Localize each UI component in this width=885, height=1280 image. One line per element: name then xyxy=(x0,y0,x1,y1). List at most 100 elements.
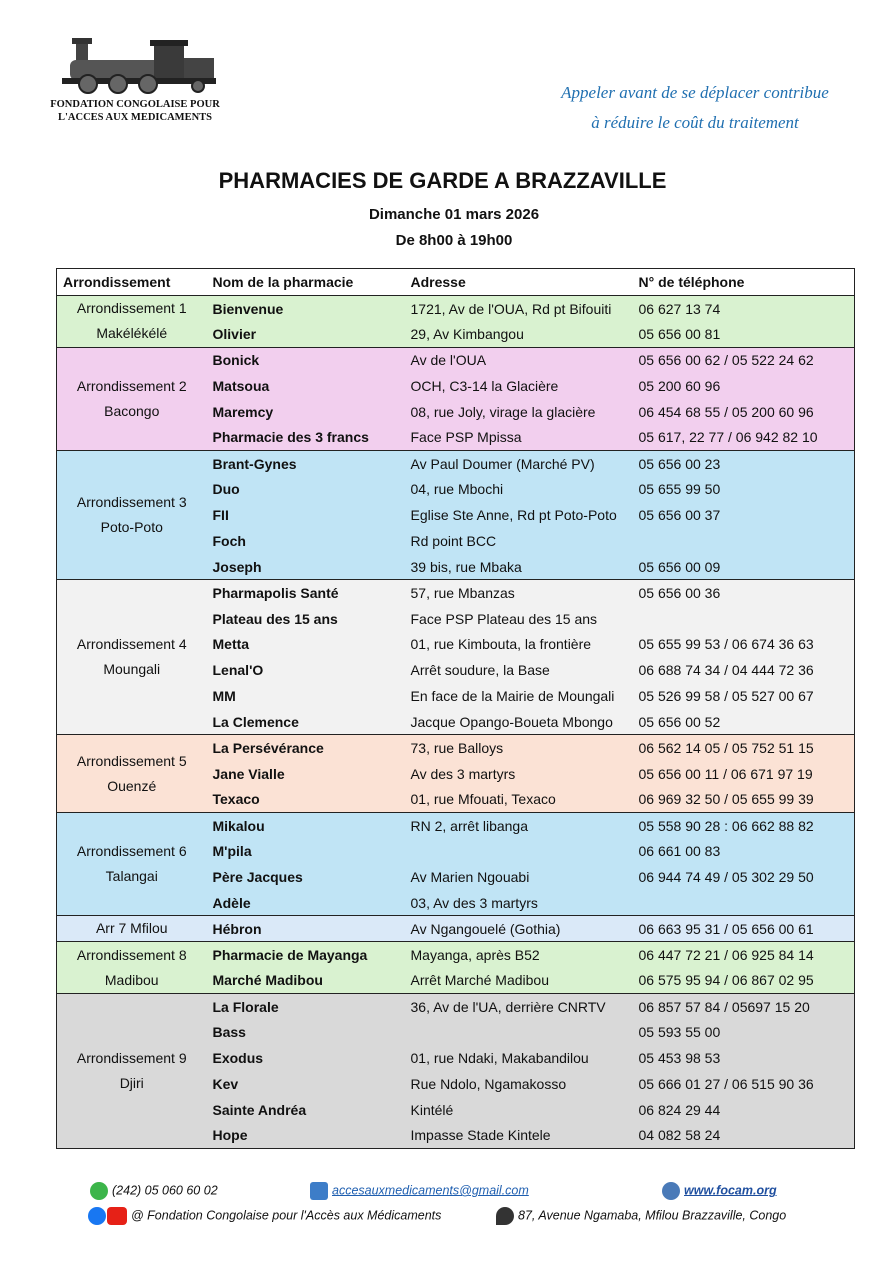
arrondissement-name: Arr 7 Mfilou xyxy=(95,920,168,937)
pharmacy-name: Lenal'O xyxy=(212,662,264,679)
pharmacy-name: La Clemence xyxy=(212,713,299,730)
phone: 05 655 99 53 / 06 674 36 63 xyxy=(638,636,814,653)
arrondissement-cell: Arrondissement 3 Poto-Poto xyxy=(57,451,207,580)
arrondissement-cell: Arrondissement 1 Makélékélé xyxy=(57,296,207,348)
arrondissement-group: Arrondissement 9 Djiri La Florale 36, Av de… xyxy=(56,993,855,1149)
pharmacy-name: Hope xyxy=(212,1127,248,1144)
arrondissement-cell: Arrondissement 2 Bacongo xyxy=(57,347,207,450)
phone: 05 656 00 23 xyxy=(638,455,721,472)
arrondissement-group: Arrondissement 5 Ouenzé La Persévérance 73,… xyxy=(56,734,855,813)
footer-website: www.focam.org xyxy=(662,1182,777,1200)
phone: 06 688 74 34 / 04 444 72 36 xyxy=(638,662,814,679)
pharmacy-row: Arrondissement 2 Bacongo Bonick Av de l'OUA… xyxy=(57,347,855,419)
pharmacy-row: Exodus 01, rue Ndaki, Makabandilou 05 453 … xyxy=(57,1045,855,1071)
arrondissement-area: Poto-Poto xyxy=(100,519,163,536)
pharmacy-row: La Clemence Jacque Opango-Boueta Mbongo 05… xyxy=(57,709,855,735)
phone: 06 969 32 50 / 05 655 99 39 xyxy=(638,791,814,808)
address: En face de la Mairie de Moungali xyxy=(410,688,615,705)
pharmacy-row: Arrondissement 1 Makélékélé Bienvenue 1721,… xyxy=(57,296,855,341)
pharmacy-name: Kev xyxy=(212,1075,239,1092)
pharmacy-name: La Persévérance xyxy=(212,740,324,757)
phone: 05 200 60 96 xyxy=(638,377,721,394)
phone: 05 656 00 11 / 06 671 97 19 xyxy=(638,765,813,782)
pharmacy-name: La Florale xyxy=(212,998,279,1015)
address: Av Ngangouelé (Gothia) xyxy=(410,920,561,937)
pharmacy-row: Kev Rue Ndolo, Ngamakosso 05 666 01 27 / 0… xyxy=(57,1071,855,1097)
pharmacy-name: Olivier xyxy=(212,326,257,343)
phone: 05 617, 22 77 / 06 942 82 10 xyxy=(638,429,818,446)
pharmacy-row: Adèle 03, Av des 3 martyrs xyxy=(57,890,855,916)
phone: 05 593 55 00 xyxy=(638,1024,721,1041)
pharmacy-row: Joseph 39 bis, rue Mbaka 05 656 00 09 xyxy=(57,554,855,580)
org-line: FONDATION CONGOLAISE POUR xyxy=(50,99,220,110)
social: @ Fondation Congolaise pour l'Accès aux … xyxy=(131,1208,442,1223)
pharmacy-name: Pharmapolis Santé xyxy=(212,584,339,601)
arrondissement-group: Arrondissement 2 Bacongo Bonick Av de l'OUA… xyxy=(56,347,855,451)
pharmacy-name: Foch xyxy=(212,533,246,550)
address: 01, rue Mfouati, Texaco xyxy=(410,791,556,808)
phone: 06 454 68 55 / 05 200 60 96 xyxy=(638,403,814,420)
column-header: N° de téléphone xyxy=(632,268,855,296)
arrondissement-name: Arrondissement 3 xyxy=(76,494,187,511)
phone: 06 627 13 74 xyxy=(638,300,721,317)
column-header: Nom de la pharmacie xyxy=(206,268,405,296)
pharmacy-name: MM xyxy=(212,688,236,705)
pharmacy-row: Arrondissement 5 Ouenzé La Persévérance 73,… xyxy=(57,735,855,794)
address: Eglise Ste Anne, Rd pt Poto-Poto xyxy=(410,507,617,524)
arrondissement-area: Ouenzé xyxy=(107,777,157,794)
pharmacy-row: Arrondissement 6 Talangai Mikalou RN 2, arr… xyxy=(57,812,855,885)
arrondissement-cell: Arrondissement 8 Madibou xyxy=(57,942,207,994)
arrondissement-group: Arrondissement 3 Poto-Poto Brant-Gynes Av P… xyxy=(56,450,855,580)
pharmacy-name: M'pila xyxy=(212,843,252,860)
phone: 05 526 99 58 / 05 527 00 67 xyxy=(638,688,814,705)
phone: 04 082 58 24 xyxy=(638,1127,721,1144)
email[interactable]: accesauxmedicaments@gmail.com xyxy=(332,1183,529,1198)
arrondissement-name: Arrondissement 5 xyxy=(76,752,187,769)
pharmacy-row: Matsoua OCH, C3-14 la Glacière 05 200 60 9… xyxy=(57,373,855,399)
arrondissement-name: Arrondissement 6 xyxy=(76,843,187,860)
train-logo xyxy=(62,38,216,94)
website[interactable]: www.focam.org xyxy=(684,1183,777,1198)
arrondissement-area: Talangai xyxy=(105,868,158,885)
pharmacy-name: Exodus xyxy=(212,1050,264,1067)
address: Av de l'OUA xyxy=(410,352,487,369)
pharmacy-row: Lenal'O Arrêt soudure, la Base 06 688 74 3… xyxy=(57,657,855,683)
phone: 06 857 57 84 / 05697 15 20 xyxy=(638,998,810,1015)
address: 01, rue Ndaki, Makabandilou xyxy=(410,1050,589,1067)
address: Rue Ndolo, Ngamakosso xyxy=(410,1075,567,1092)
address: 1721, Av de l'OUA, Rd pt Bifouiti xyxy=(410,300,612,317)
phone: 06 575 95 94 / 06 867 02 95 xyxy=(638,972,814,989)
arrondissement-area: Moungali xyxy=(103,661,161,678)
pharmacy-row: Metta 01, rue Kimbouta, la frontière 05 65… xyxy=(57,631,855,657)
address: Arrêt soudure, la Base xyxy=(410,662,550,679)
arrondissement-area: Makélékélé xyxy=(96,325,168,342)
table-header: Arrondissement Nom de la pharmacie Adresse… xyxy=(56,268,855,296)
pharmacy-row: M'pila 06 661 00 83 xyxy=(57,838,855,864)
pharmacy-name: Pharmacie des 3 francs xyxy=(212,429,369,446)
pharmacy-name: Père Jacques xyxy=(212,868,303,885)
address: Av Paul Doumer (Marché PV) xyxy=(410,455,595,472)
pharmacy-name: Maremcy xyxy=(212,403,274,420)
address: 04, rue Mbochi xyxy=(410,481,504,498)
pharmacy-row: Duo 04, rue Mbochi 05 655 99 50 xyxy=(57,476,855,502)
address xyxy=(405,838,633,864)
footer-social: @ Fondation Congolaise pour l'Accès aux … xyxy=(88,1207,441,1225)
address: Face PSP Plateau des 15 ans xyxy=(410,610,598,627)
pharmacy-row: Arrondissement 4 Moungali Pharmapolis Sant… xyxy=(57,580,855,677)
address: 08, rue Joly, virage la glacière xyxy=(410,403,596,420)
date: Dimanche 01 mars 2026 xyxy=(368,206,540,223)
phone: 05 656 00 36 xyxy=(638,584,721,601)
pharmacy-name: FII xyxy=(212,507,229,524)
pharmacy-row: Pharmacie des 3 francs Face PSP Mpissa 05 … xyxy=(57,425,855,451)
arrondissement-group: Arr 7 Mfilou Hébron Av Ngangouelé (Gothia)… xyxy=(56,915,855,942)
address: Rd point BCC xyxy=(410,533,497,550)
address: 01, rue Kimbouta, la frontière xyxy=(410,636,592,653)
pharmacy-row: Foch Rd point BCC xyxy=(57,528,855,554)
address xyxy=(405,1019,633,1045)
phone: 05 656 00 37 xyxy=(638,507,721,524)
pharmacy-name: Metta xyxy=(212,636,250,653)
slogan-line: Appeler avant de se déplacer contribue xyxy=(561,83,829,102)
pharmacy-name: Duo xyxy=(212,481,240,498)
address: Av des 3 martyrs xyxy=(410,765,516,782)
